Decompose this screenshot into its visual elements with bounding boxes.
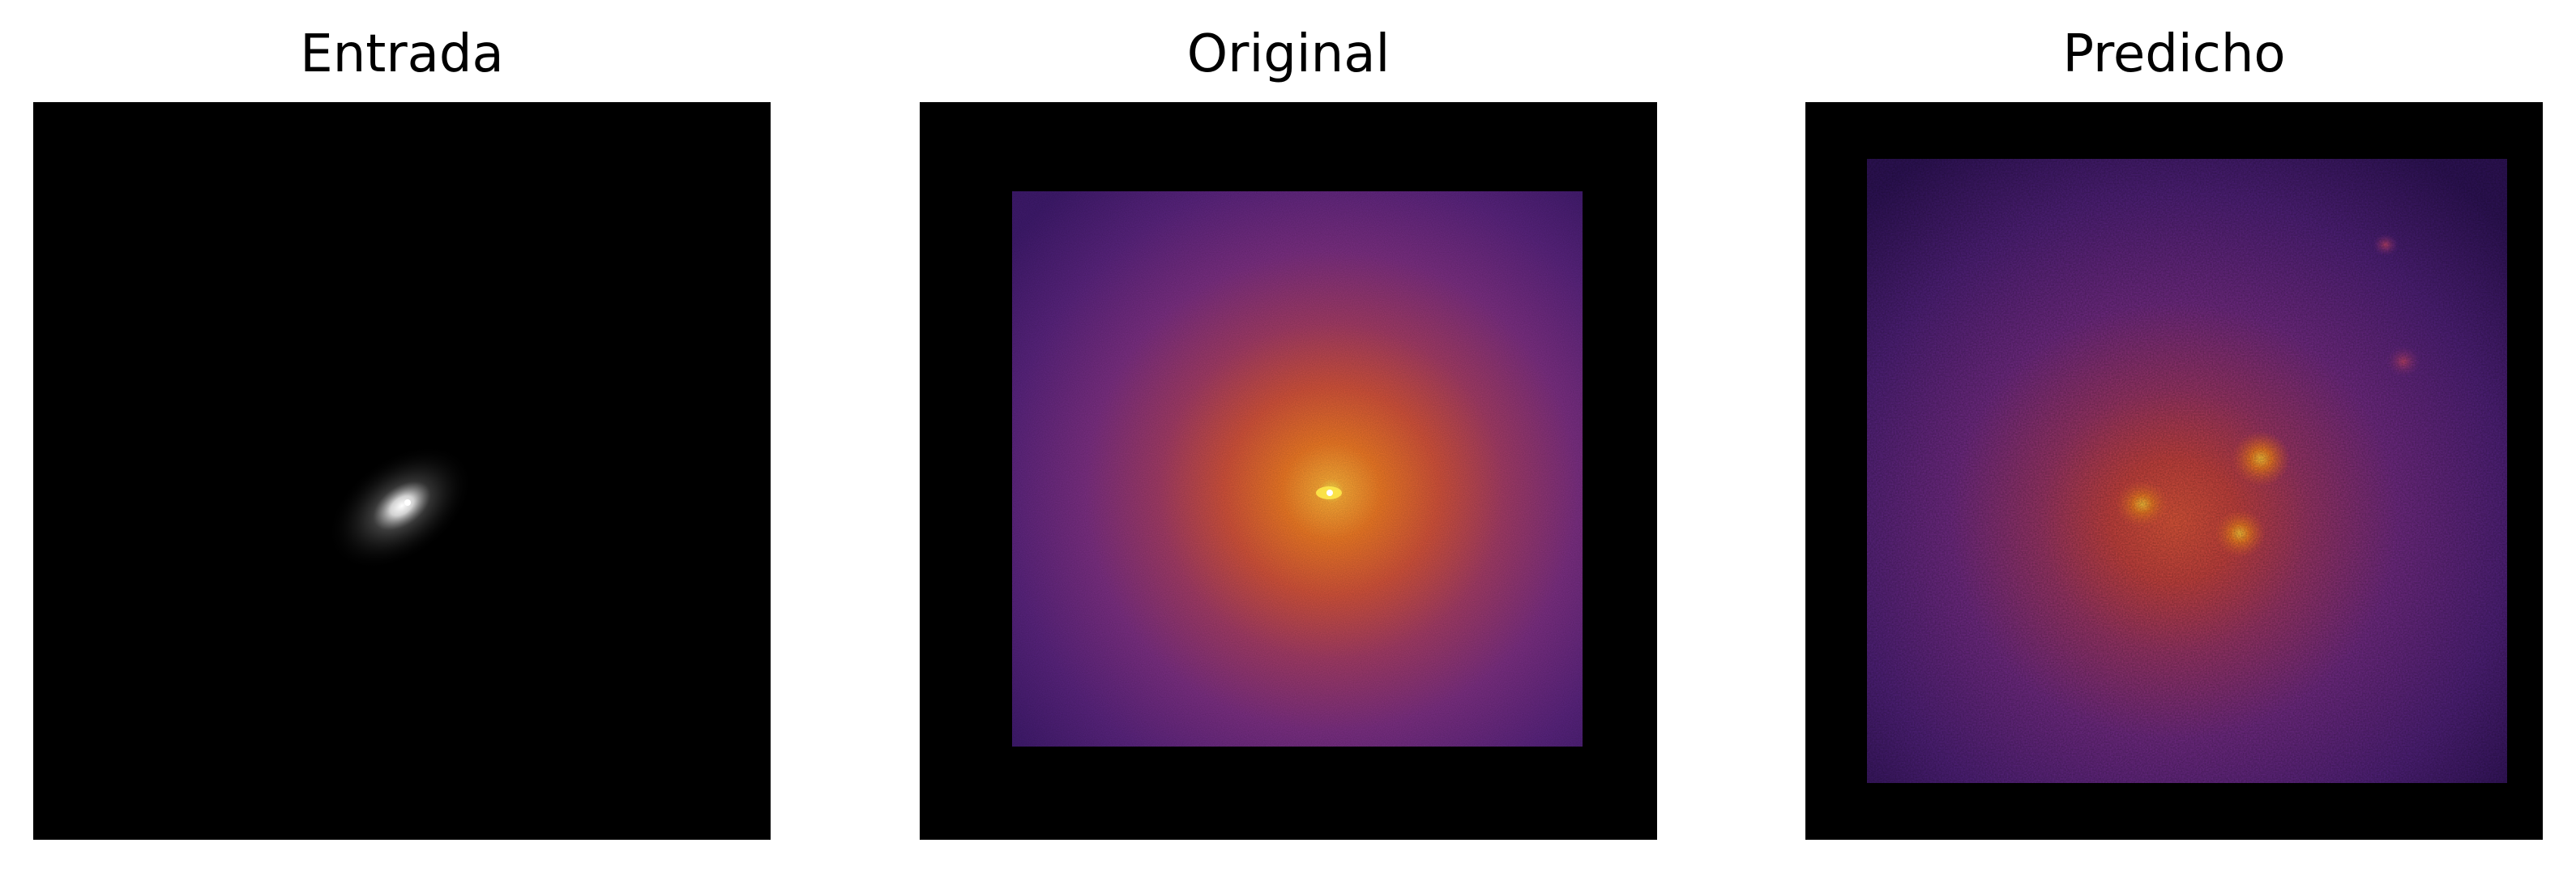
original-galaxy-canvas bbox=[920, 102, 1657, 840]
input-galaxy-canvas bbox=[33, 102, 771, 840]
input-galaxy-image bbox=[33, 102, 771, 840]
input-galaxy-core bbox=[373, 481, 431, 531]
original-galaxy-image bbox=[920, 102, 1657, 840]
panel-title-original: Original bbox=[1186, 24, 1391, 84]
panel-title-predicted: Predicho bbox=[2062, 24, 2286, 84]
panel-title-input: Entrada bbox=[300, 24, 504, 84]
predicted-galaxy-canvas bbox=[1805, 102, 2543, 840]
predicted-galaxy-image bbox=[1805, 102, 2543, 840]
